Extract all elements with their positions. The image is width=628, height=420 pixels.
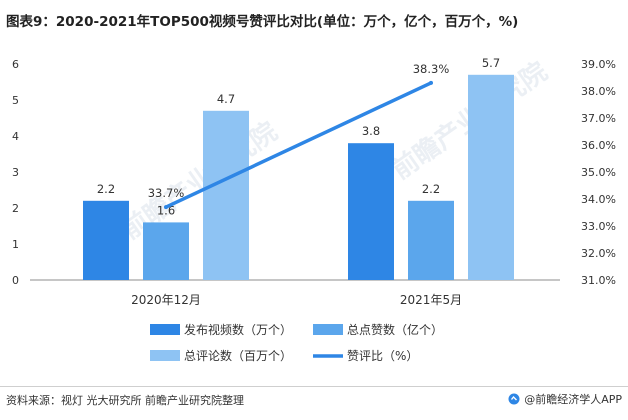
right-axis-tick-label: 36.0% bbox=[581, 139, 616, 152]
legend-label: 总评论数（百万个） bbox=[184, 348, 292, 363]
legend-label: 总点赞数（亿个） bbox=[347, 322, 443, 337]
bar bbox=[203, 110, 249, 280]
left-axis-tick-label: 3 bbox=[12, 166, 19, 179]
right-axis-tick-label: 32.0% bbox=[581, 247, 616, 260]
left-axis-tick-label: 4 bbox=[12, 130, 19, 143]
bar-data-label: 4.7 bbox=[217, 92, 235, 106]
chart-title: 图表9：2020-2021年TOP500视频号赞评比对比(单位：万个，亿个，百万… bbox=[6, 14, 519, 30]
legend-swatch bbox=[150, 324, 180, 335]
legend-label: 发布视频数（万个） bbox=[184, 322, 292, 337]
footer-divider bbox=[0, 386, 628, 387]
brand-logo-icon bbox=[508, 393, 520, 405]
bar-data-label: 1.6 bbox=[157, 203, 175, 217]
left-axis-tick-label: 5 bbox=[12, 94, 19, 107]
right-axis-tick-label: 39.0% bbox=[581, 58, 616, 71]
right-axis-tick-label: 33.0% bbox=[581, 220, 616, 233]
right-axis-tick-label: 31.0% bbox=[581, 274, 616, 287]
left-axis-tick-label: 0 bbox=[12, 274, 19, 287]
legend-label: 赞评比（%） bbox=[347, 349, 418, 363]
right-axis-tick-label: 35.0% bbox=[581, 166, 616, 179]
left-axis-tick-label: 2 bbox=[12, 202, 19, 215]
bar bbox=[468, 74, 514, 280]
left-axis-tick-label: 6 bbox=[12, 58, 19, 71]
bar bbox=[83, 200, 129, 280]
bar-data-label: 2.2 bbox=[422, 182, 440, 196]
bar-data-label: 2.2 bbox=[97, 182, 115, 196]
right-axis-tick-label: 38.0% bbox=[581, 85, 616, 98]
line-data-label: 33.7% bbox=[148, 186, 185, 200]
source-note: 资料来源：视灯 光大研究所 前瞻产业研究院整理 bbox=[6, 394, 244, 407]
chart-area: 前瞻产业研究院前瞻产业研究院012345631.0%32.0%33.0%34.0… bbox=[12, 56, 616, 363]
watermark-0: 前瞻产业研究院 bbox=[116, 116, 283, 246]
bar bbox=[348, 143, 394, 280]
bar-data-label: 5.7 bbox=[482, 56, 500, 70]
line-series-path bbox=[164, 81, 433, 209]
brand-badge: @前瞻经济学人APP bbox=[508, 391, 622, 407]
legend-swatch bbox=[150, 350, 180, 361]
brand-text: @前瞻经济学人APP bbox=[524, 393, 622, 406]
x-axis-category-label: 2020年12月 bbox=[131, 293, 201, 307]
bar-data-label: 3.8 bbox=[362, 124, 380, 138]
x-axis-category-label: 2021年5月 bbox=[400, 293, 462, 307]
line-point bbox=[429, 80, 433, 85]
line-data-label: 38.3% bbox=[413, 62, 450, 76]
left-axis-tick-label: 1 bbox=[12, 238, 19, 251]
legend-swatch bbox=[313, 324, 343, 335]
bar bbox=[143, 222, 189, 280]
right-axis-tick-label: 34.0% bbox=[581, 193, 616, 206]
right-axis-tick-label: 37.0% bbox=[581, 112, 616, 125]
line-point bbox=[164, 205, 168, 210]
bar bbox=[408, 200, 454, 280]
